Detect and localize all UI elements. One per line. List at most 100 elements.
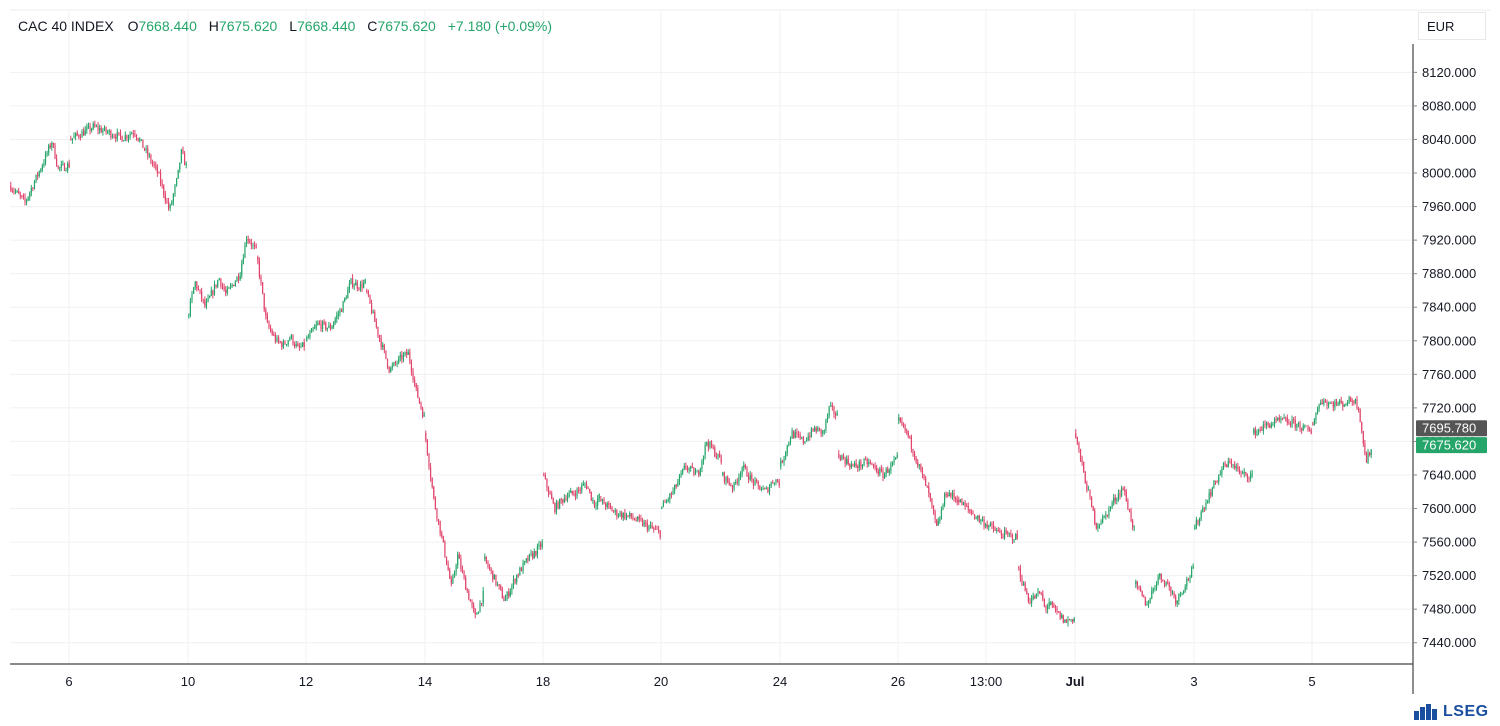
- candle-body: [202, 299, 204, 301]
- candle-body: [641, 519, 644, 526]
- candle-body: [1031, 598, 1033, 604]
- candle-body: [1197, 519, 1199, 524]
- candle-body: [760, 489, 763, 491]
- candle-body: [1227, 461, 1229, 467]
- candle-body: [429, 467, 432, 478]
- candle-body: [210, 290, 212, 296]
- candle-body: [62, 163, 64, 165]
- candle-body: [559, 498, 561, 509]
- candle-body: [844, 458, 846, 464]
- candle-body: [1065, 619, 1068, 623]
- candle-body: [1191, 567, 1193, 577]
- x-tick-label: 3: [1190, 674, 1197, 689]
- candle-body: [495, 574, 497, 585]
- candle-body: [175, 178, 178, 186]
- candle-body: [669, 493, 671, 500]
- candle-body: [402, 354, 405, 360]
- candle-body: [194, 281, 196, 288]
- candle-body: [1039, 591, 1041, 594]
- session-candles: [600, 495, 661, 540]
- candle-body: [1222, 463, 1225, 469]
- candle-body: [189, 300, 192, 315]
- candle-body: [762, 488, 764, 490]
- candle-series: [10, 120, 1372, 627]
- candle-body: [79, 137, 82, 138]
- candle-body: [519, 567, 521, 576]
- candle-body: [926, 485, 928, 487]
- candle-body: [10, 185, 12, 191]
- candle-body: [597, 499, 599, 506]
- candle-body: [899, 417, 901, 422]
- candle-body: [1176, 600, 1178, 604]
- y-tick-label: 7760.000: [1422, 367, 1476, 382]
- candle-body: [785, 452, 787, 458]
- candle-body: [931, 499, 933, 506]
- candle-body: [1152, 588, 1154, 591]
- y-tick-label: 8000.000: [1422, 166, 1476, 181]
- candle-body: [1324, 400, 1327, 402]
- candle-body: [923, 474, 925, 478]
- candle-body: [1037, 591, 1039, 594]
- candle-body: [857, 466, 859, 468]
- candle-body: [1320, 402, 1322, 405]
- candle-body: [525, 558, 527, 562]
- candle-body: [934, 511, 936, 520]
- x-tick-label: Jul: [1066, 674, 1085, 689]
- candle-body: [765, 487, 767, 489]
- candle-body: [964, 502, 966, 506]
- change-value: +7.180 (+0.09%): [447, 18, 553, 34]
- candle-body: [172, 193, 174, 202]
- candle-body: [885, 468, 887, 474]
- candle-body: [996, 530, 998, 532]
- candle-body: [1132, 520, 1134, 528]
- candle-body: [268, 322, 270, 328]
- candle-body: [474, 609, 476, 615]
- candle-body: [625, 515, 628, 519]
- candle-body: [369, 294, 371, 304]
- candle-body: [1316, 408, 1319, 414]
- candle-body: [849, 464, 851, 468]
- candle-body: [1062, 615, 1064, 623]
- candle-body: [465, 577, 467, 590]
- candle-body: [1189, 576, 1191, 580]
- candle-body: [1056, 608, 1058, 612]
- candle-body: [511, 585, 513, 591]
- candle-body: [822, 430, 824, 434]
- candle-body: [477, 611, 480, 614]
- candle-body: [279, 341, 281, 343]
- candle-body: [399, 354, 401, 358]
- candle-body: [747, 476, 750, 480]
- candle-body: [1015, 533, 1017, 540]
- candle-body: [775, 479, 777, 483]
- candle-body: [901, 421, 903, 425]
- last-price-label: 7675.620: [1422, 438, 1476, 453]
- candle-body: [55, 158, 58, 166]
- candle-body: [1329, 403, 1331, 404]
- y-tick-label: 7640.000: [1422, 467, 1476, 482]
- candle-body: [994, 528, 996, 531]
- candle-body: [325, 322, 327, 330]
- candle-body: [119, 132, 122, 137]
- candle-body: [139, 139, 141, 141]
- candle-body: [442, 536, 444, 542]
- candle-body: [693, 467, 695, 475]
- currency-selector[interactable]: EUR: [1418, 12, 1486, 40]
- candle-body: [906, 430, 908, 432]
- candle-body: [1162, 579, 1164, 582]
- candle-body: [828, 406, 830, 416]
- candle-body: [1111, 502, 1113, 507]
- candle-body: [297, 344, 299, 347]
- candle-body: [773, 482, 775, 484]
- candle-body: [485, 556, 487, 563]
- candle-body: [401, 354, 403, 360]
- candle-body: [1264, 424, 1266, 426]
- candle-body: [948, 493, 950, 497]
- candle-body: [1370, 449, 1372, 455]
- candle-body: [825, 419, 827, 431]
- candle-body: [1326, 401, 1328, 406]
- candle-body: [686, 468, 689, 470]
- candle-body: [310, 329, 313, 333]
- candle-body: [212, 290, 214, 295]
- candle-body: [635, 520, 637, 521]
